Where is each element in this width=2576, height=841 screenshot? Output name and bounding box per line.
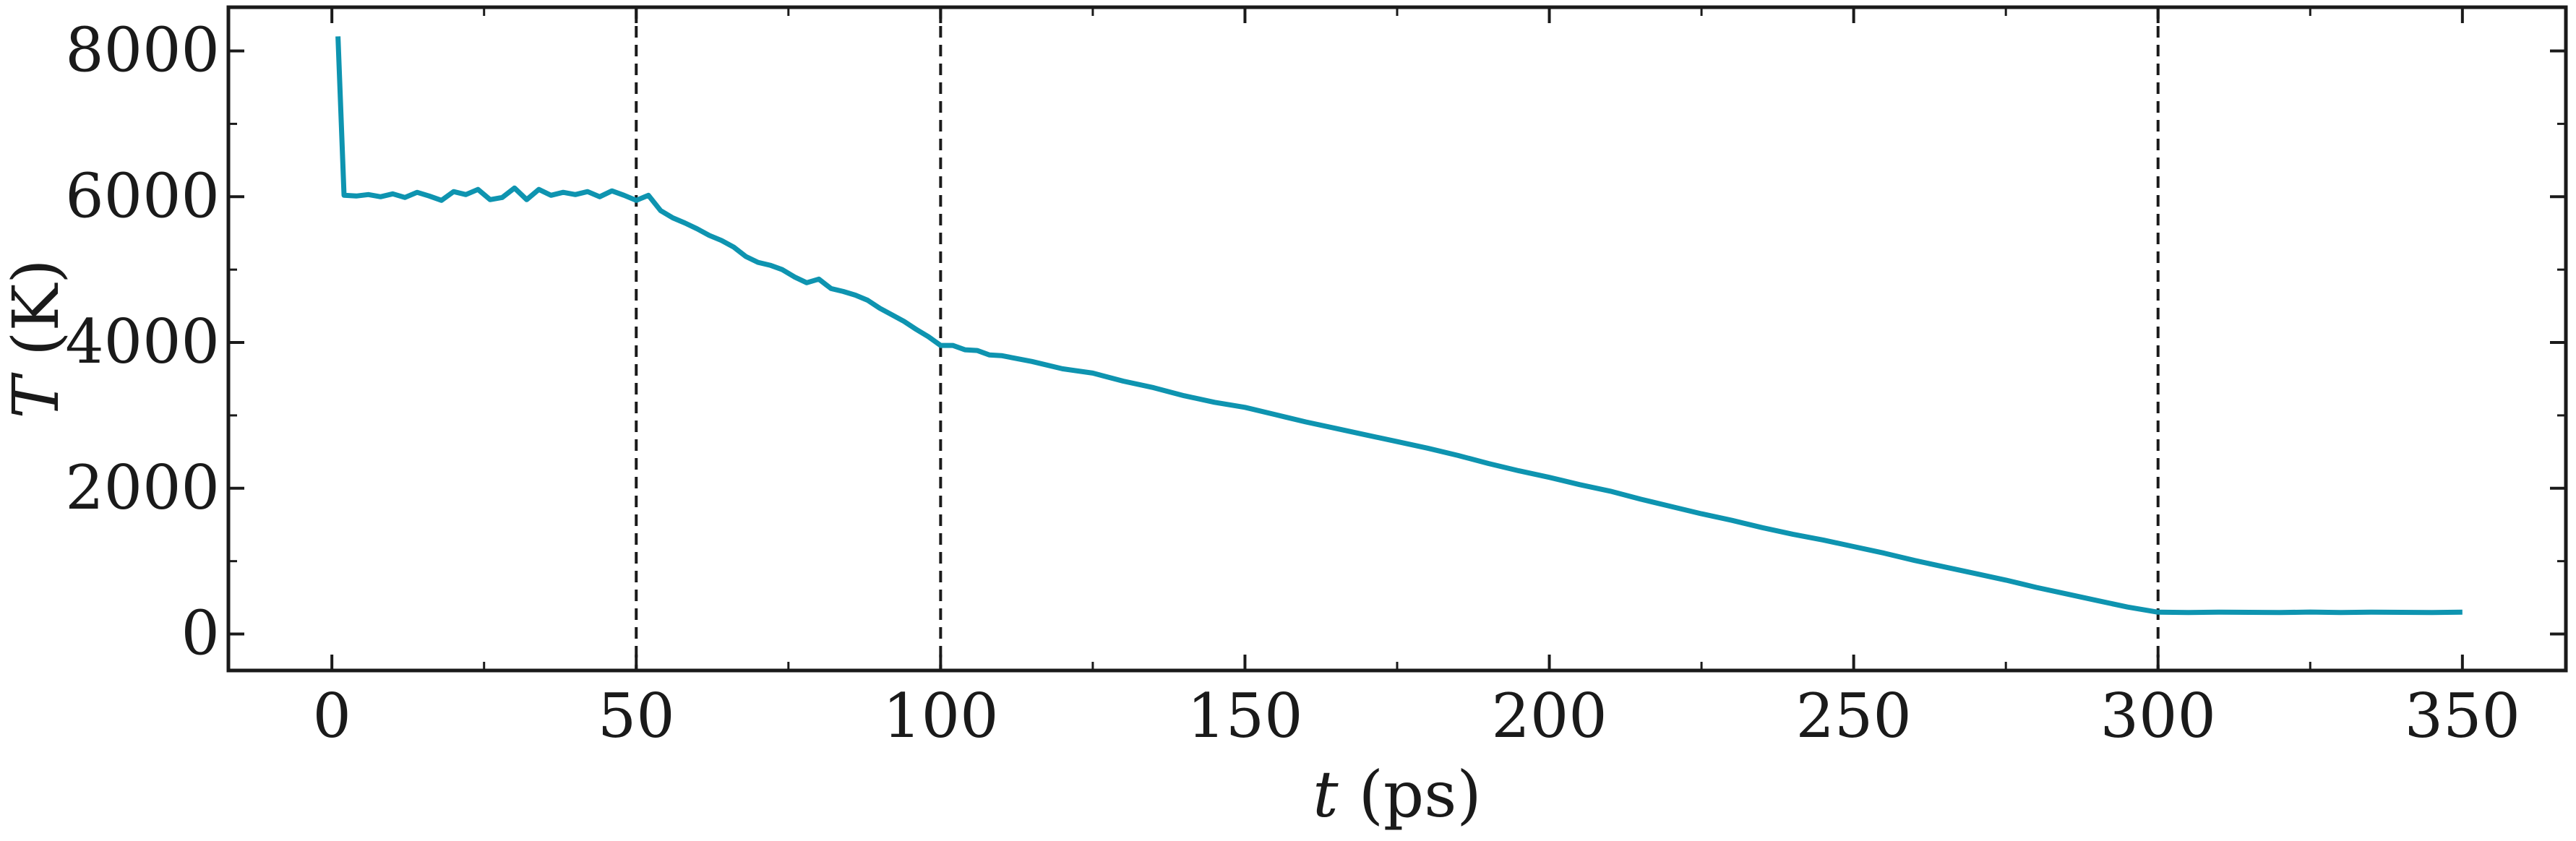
y-axis-symbol: T <box>0 372 73 419</box>
x-tick-label: 200 <box>1491 681 1607 751</box>
y-tick-label: 0 <box>181 598 220 669</box>
y-tick-label: 6000 <box>65 160 220 231</box>
data-series <box>335 36 2463 616</box>
x-tick-label: 350 <box>2405 681 2520 751</box>
x-axis-symbol: t <box>1313 757 1339 832</box>
plot-frame <box>226 5 2568 673</box>
reference-lines <box>635 7 2160 670</box>
y-tick-label: 8000 <box>65 15 220 86</box>
axis-ticks: 0 50 100 150 200 250 300 350 0 2000 4000 6000 8000 <box>65 7 2566 751</box>
series-line-0 <box>335 36 2463 616</box>
y-tick-label: 2000 <box>65 452 220 523</box>
x-tick-label: 300 <box>2100 681 2216 751</box>
x-tick-label: 50 <box>598 681 675 751</box>
x-tick-label: 0 <box>312 681 351 751</box>
y-tick-label: 4000 <box>65 306 220 377</box>
y-axis-unit: (K) <box>0 259 73 355</box>
x-axis-label: t (ps) <box>1313 757 1482 832</box>
x-axis-unit: (ps) <box>1359 757 1482 832</box>
x-tick-label: 250 <box>1795 681 1911 751</box>
x-tick-label: 150 <box>1187 681 1302 751</box>
y-axis-label: T (K) <box>0 259 73 418</box>
x-tick-label: 100 <box>883 681 998 751</box>
